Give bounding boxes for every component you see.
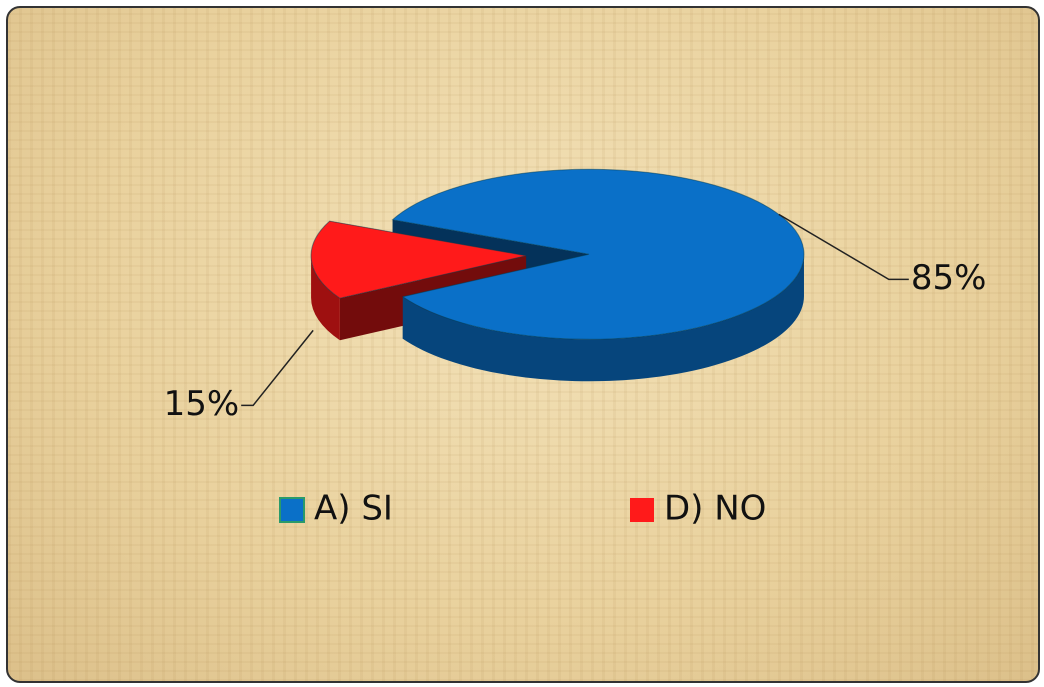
legend-label: A) SI: [314, 489, 393, 529]
slice: [310, 220, 527, 299]
pie: [310, 168, 805, 382]
legend-label: D) NO: [664, 489, 766, 529]
data-label: 15%: [164, 384, 240, 424]
legend-swatch: [630, 498, 654, 522]
legend-swatch: [279, 497, 305, 523]
leader-line: [241, 329, 314, 407]
slice-wall: [402, 254, 804, 382]
leader-line: [778, 213, 909, 281]
slice-wall: [311, 255, 340, 341]
slice: [391, 168, 805, 340]
data-label: 85%: [911, 258, 987, 298]
